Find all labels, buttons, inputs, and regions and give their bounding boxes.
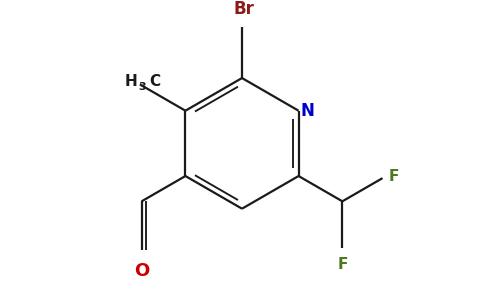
Text: F: F bbox=[389, 169, 399, 184]
Text: C: C bbox=[150, 74, 161, 89]
Text: Br: Br bbox=[234, 0, 255, 18]
Text: O: O bbox=[134, 262, 149, 280]
Text: F: F bbox=[337, 257, 348, 272]
Text: 3: 3 bbox=[138, 82, 146, 92]
Text: H: H bbox=[125, 74, 137, 89]
Text: N: N bbox=[301, 102, 315, 120]
